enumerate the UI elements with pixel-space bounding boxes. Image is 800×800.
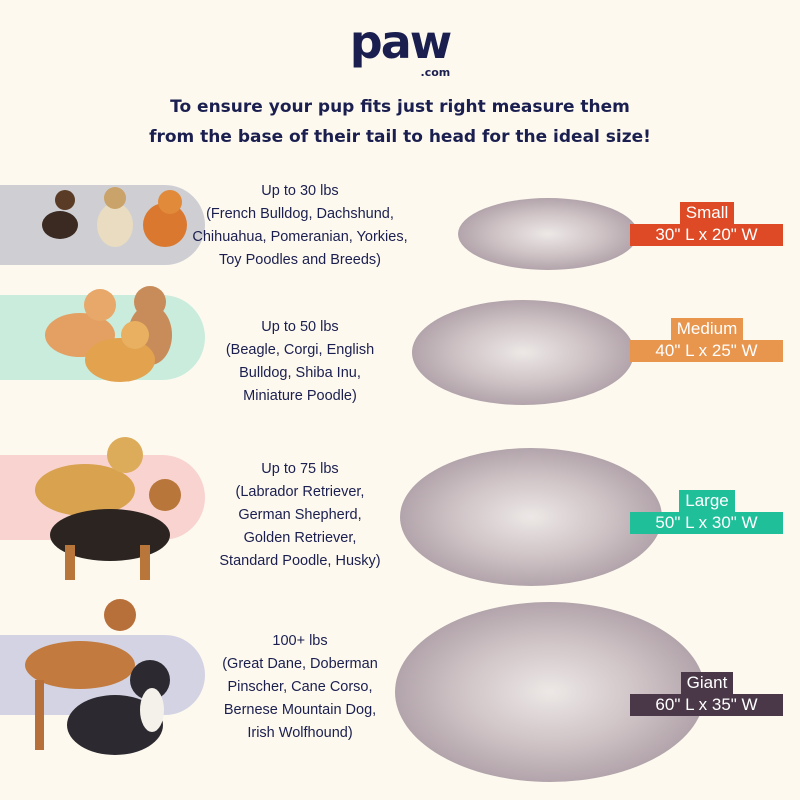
breed-line: (Labrador Retriever, bbox=[235, 484, 365, 500]
headline-line: To ensure your pup fits just right measu… bbox=[170, 97, 630, 117]
size-description-large: Up to 75 lbs (Labrador Retriever, German… bbox=[175, 458, 425, 573]
size-name: Medium bbox=[670, 318, 744, 340]
size-dimensions: 40" L x 25" W bbox=[630, 340, 783, 362]
giant-dogs-illustration bbox=[25, 599, 170, 755]
medium-dogs-illustration bbox=[45, 286, 172, 382]
breed-line: Chihuahua, Pomeranian, Yorkies, bbox=[192, 229, 408, 245]
small-rug-image bbox=[458, 198, 638, 270]
size-name: Small bbox=[679, 202, 735, 224]
headline-line: from the base of their tail to head for … bbox=[149, 127, 651, 147]
weight-range: Up to 30 lbs bbox=[261, 183, 339, 199]
size-badge-small: Small 30" L x 20" W bbox=[617, 202, 797, 246]
paw-logo: paw .com bbox=[0, 18, 800, 80]
size-name: Large bbox=[679, 490, 735, 512]
breed-line: German Shepherd, bbox=[238, 507, 362, 523]
medium-rug-image bbox=[412, 300, 634, 405]
large-dogs-illustration bbox=[35, 437, 181, 580]
size-name: Giant bbox=[680, 672, 734, 694]
logo-text: paw bbox=[349, 15, 452, 69]
weight-range: Up to 50 lbs bbox=[261, 319, 339, 335]
breed-line: Bernese Mountain Dog, bbox=[223, 702, 377, 718]
breed-line: (Beagle, Corgi, English bbox=[225, 342, 375, 358]
logo-suffix: .com bbox=[420, 66, 451, 79]
size-badge-medium: Medium 40" L x 25" W bbox=[617, 318, 797, 362]
small-dogs-illustration bbox=[42, 187, 187, 247]
breed-line: Bulldog, Shiba Inu, bbox=[239, 365, 361, 381]
breed-line: Pinscher, Cane Corso, bbox=[227, 679, 373, 695]
size-dimensions: 30" L x 20" W bbox=[630, 224, 783, 246]
breed-line: Miniature Poodle) bbox=[243, 388, 357, 404]
headline: To ensure your pup fits just right measu… bbox=[0, 92, 800, 152]
weight-range: 100+ lbs bbox=[272, 633, 328, 649]
size-description-small: Up to 30 lbs (French Bulldog, Dachshund,… bbox=[175, 180, 425, 272]
breed-line: (French Bulldog, Dachshund, bbox=[206, 206, 394, 222]
large-rug-image bbox=[400, 448, 662, 586]
size-badge-large: Large 50" L x 30" W bbox=[617, 490, 797, 534]
breed-line: Irish Wolfhound) bbox=[247, 725, 353, 741]
breed-line: Toy Poodles and Breeds) bbox=[218, 252, 381, 268]
breed-line: Golden Retriever, bbox=[243, 530, 357, 546]
size-description-giant: 100+ lbs (Great Dane, Doberman Pinscher,… bbox=[175, 630, 425, 745]
breed-line: (Great Dane, Doberman bbox=[222, 656, 378, 672]
size-description-medium: Up to 50 lbs (Beagle, Corgi, English Bul… bbox=[175, 316, 425, 408]
size-dimensions: 60" L x 35" W bbox=[630, 694, 783, 716]
logo-lockup: paw .com bbox=[349, 15, 452, 79]
weight-range: Up to 75 lbs bbox=[261, 461, 339, 477]
breed-line: Standard Poodle, Husky) bbox=[219, 553, 381, 569]
size-dimensions: 50" L x 30" W bbox=[630, 512, 783, 534]
size-badge-giant: Giant 60" L x 35" W bbox=[617, 672, 797, 716]
giant-rug-image bbox=[395, 602, 705, 782]
